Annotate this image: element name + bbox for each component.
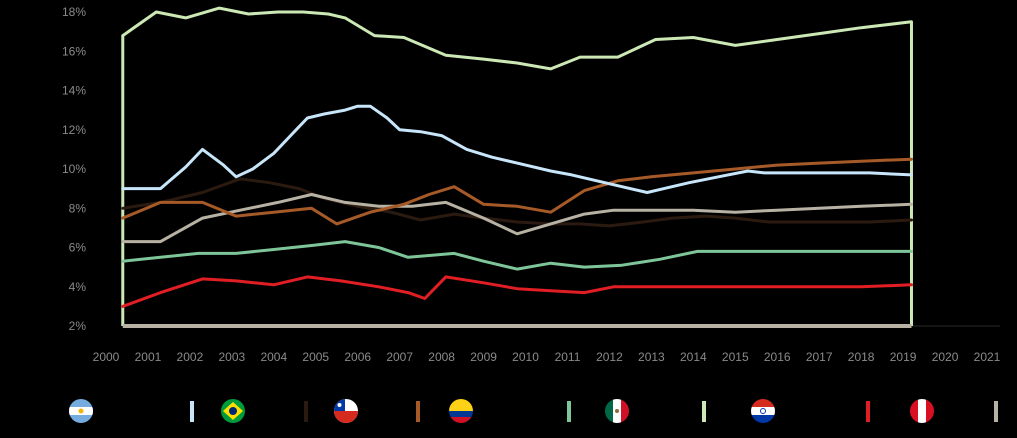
series-line-colombia	[121, 240, 913, 271]
series-line-brazil	[121, 177, 913, 228]
x-tick-label: 2018	[848, 350, 875, 364]
y-tick-label: 4%	[69, 280, 87, 294]
mexico-flag-icon	[605, 399, 629, 423]
x-tick-label: 2017	[806, 350, 833, 364]
x-tick-label: 2010	[512, 350, 539, 364]
x-tick-label: 2008	[428, 350, 455, 364]
brazil-flag-icon	[221, 399, 245, 423]
x-tick-label: 2011	[555, 350, 581, 364]
x-tick-label: 2000	[93, 350, 120, 364]
x-tick-label: 2015	[722, 350, 749, 364]
x-tick-label: 2003	[219, 350, 246, 364]
legend-item-paraguay	[751, 399, 870, 423]
x-tick-label: 2001	[135, 350, 162, 364]
x-tick-label: 2019	[890, 350, 917, 364]
y-tick-label: 8%	[69, 201, 87, 215]
argentina-flag-icon	[69, 399, 93, 423]
x-tick-label: 2014	[680, 350, 707, 364]
legend-item-colombia	[449, 399, 571, 423]
x-tick-label: 2009	[470, 350, 497, 364]
legend-item-peru	[910, 399, 998, 423]
x-tick-label: 2006	[344, 350, 371, 364]
x-axis-ticks: 2000 2001 2002 2003 2004 2005 2006 2007 2008 2009…	[93, 350, 1001, 364]
series-line-paraguay	[121, 275, 913, 308]
paraguay-flag-icon	[751, 399, 775, 423]
y-axis-ticks: 2% 4% 6% 8% 10% 12% 14% 16% 18%	[62, 5, 86, 333]
x-tick-label: 2012	[596, 350, 623, 364]
y-tick-label: 12%	[62, 123, 86, 137]
legend-item-brazil	[221, 399, 308, 423]
legend-item-mexico	[605, 399, 706, 423]
x-tick-label: 2020	[932, 350, 959, 364]
legend-item-argentina	[69, 399, 194, 423]
x-tick-label: 2021	[974, 350, 1001, 364]
x-tick-label: 2016	[764, 350, 791, 364]
series-layer	[121, 6, 913, 328]
series-line-argentina	[121, 104, 913, 194]
y-tick-label: 14%	[62, 84, 86, 98]
y-tick-label: 16%	[62, 44, 86, 58]
series-line-peru	[121, 193, 913, 244]
y-tick-label: 6%	[69, 241, 87, 255]
peru-flag-icon	[910, 399, 934, 423]
y-tick-label: 18%	[62, 5, 86, 19]
y-tick-label: 10%	[62, 162, 86, 176]
x-tick-label: 2007	[386, 350, 413, 364]
x-tick-label: 2005	[302, 350, 329, 364]
legend-item-chile	[334, 399, 420, 423]
x-tick-label: 2013	[638, 350, 665, 364]
x-tick-label: 2004	[260, 350, 287, 364]
series-line-mexico	[121, 6, 913, 71]
colombia-flag-icon	[449, 399, 473, 423]
chile-flag-icon	[334, 399, 358, 423]
x-tick-label: 2002	[177, 350, 204, 364]
y-tick-label: 2%	[69, 319, 87, 333]
legend	[69, 399, 998, 423]
series-line-chile	[121, 157, 913, 226]
